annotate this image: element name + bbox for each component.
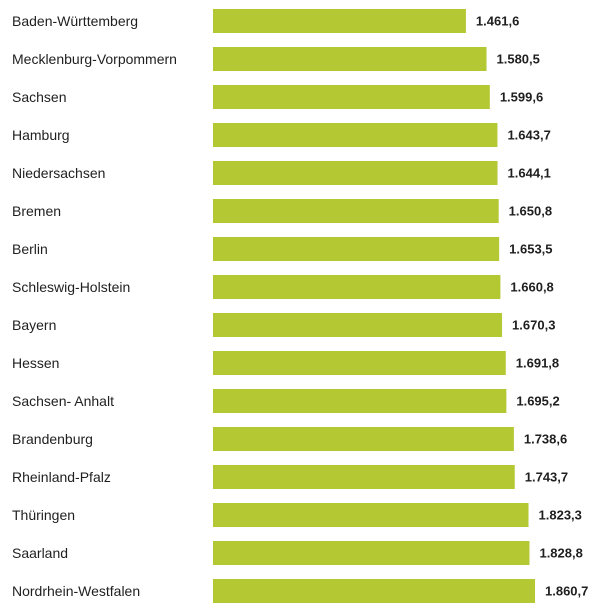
bar-14 bbox=[213, 541, 530, 565]
value-label: 1.691,8 bbox=[516, 356, 559, 371]
bar-11 bbox=[213, 427, 514, 451]
bar-8 bbox=[213, 313, 503, 337]
bar-1 bbox=[213, 47, 487, 71]
bar-6 bbox=[213, 237, 500, 261]
value-label: 1.860,7 bbox=[545, 584, 588, 599]
value-label: 1.828,8 bbox=[539, 546, 582, 561]
category-label: Hessen bbox=[12, 355, 59, 371]
value-label: 1.650,8 bbox=[509, 204, 552, 219]
bar-5 bbox=[213, 199, 499, 223]
value-label: 1.738,6 bbox=[524, 432, 567, 447]
value-label: 1.643,7 bbox=[507, 128, 550, 143]
bar-4 bbox=[213, 161, 498, 185]
value-label: 1.695,2 bbox=[516, 394, 559, 409]
value-label: 1.644,1 bbox=[508, 166, 551, 181]
value-label: 1.461,6 bbox=[476, 14, 519, 29]
category-label: Rheinland-Pfalz bbox=[12, 469, 111, 485]
bars-group bbox=[213, 9, 535, 603]
bar-15 bbox=[213, 579, 535, 603]
bar-12 bbox=[213, 465, 515, 489]
bar-7 bbox=[213, 275, 501, 299]
value-label: 1.743,7 bbox=[525, 470, 568, 485]
category-label: Sachsen bbox=[12, 89, 66, 105]
bar-2 bbox=[213, 85, 490, 109]
category-label: Thüringen bbox=[12, 507, 75, 523]
value-label: 1.580,5 bbox=[497, 52, 540, 67]
category-label: Nordrhein-Westfalen bbox=[12, 583, 140, 599]
category-labels-group: Baden-Württemberg Mecklenburg-Vorpommern S… bbox=[12, 13, 177, 599]
category-label: Schleswig-Holstein bbox=[12, 279, 130, 295]
bar-10 bbox=[213, 389, 507, 413]
category-label: Saarland bbox=[12, 545, 68, 561]
bar-13 bbox=[213, 503, 529, 527]
value-label: 1.823,3 bbox=[539, 508, 582, 523]
category-label: Baden-Württemberg bbox=[12, 13, 138, 29]
bar-0 bbox=[213, 9, 466, 33]
category-label: Brandenburg bbox=[12, 431, 93, 447]
category-label: Mecklenburg-Vorpommern bbox=[12, 51, 177, 67]
value-label: 1.660,8 bbox=[510, 280, 553, 295]
category-label: Sachsen- Anhalt bbox=[12, 393, 114, 409]
value-label: 1.653,5 bbox=[509, 242, 552, 257]
value-label: 1.599,6 bbox=[500, 90, 543, 105]
bar-3 bbox=[213, 123, 498, 147]
category-label: Bayern bbox=[12, 317, 56, 333]
value-labels-group: 1.461,6 1.580,5 1.599,6 1.643,7 1.644,1 1.650… bbox=[476, 14, 588, 599]
category-label: Bremen bbox=[12, 203, 61, 219]
category-label: Niedersachsen bbox=[12, 165, 105, 181]
value-label: 1.670,3 bbox=[512, 318, 555, 333]
category-label: Hamburg bbox=[12, 127, 70, 143]
category-label: Berlin bbox=[12, 241, 48, 257]
bar-9 bbox=[213, 351, 506, 375]
